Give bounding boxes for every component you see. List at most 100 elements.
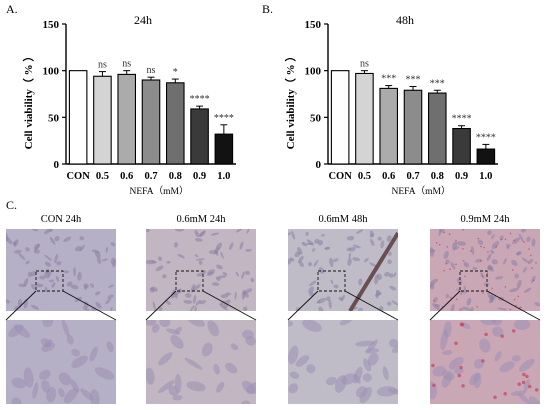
- cell-nucleus: [27, 271, 33, 278]
- lipid-droplet: [432, 383, 436, 388]
- cell-nucleus: [392, 343, 398, 353]
- cell-nucleus: [359, 386, 373, 404]
- cell-nucleus: [332, 258, 339, 262]
- cell-nucleus: [146, 229, 150, 233]
- cell-nucleus: [328, 299, 332, 309]
- cell-nucleus: [173, 242, 179, 248]
- cell-nucleus: [330, 279, 334, 285]
- lipid-droplet: [459, 365, 463, 370]
- lipid-droplet: [446, 246, 449, 248]
- lipid-droplet: [448, 233, 451, 235]
- x-tick-label: 0.6: [120, 171, 133, 182]
- cell-nucleus: [516, 279, 522, 289]
- cell-nucleus: [39, 275, 46, 280]
- cell-nucleus: [317, 297, 327, 304]
- cell-nucleus: [90, 283, 95, 288]
- cell-nucleus: [506, 243, 510, 250]
- cell-nucleus: [364, 348, 380, 354]
- cell-nucleus: [201, 342, 213, 357]
- lipid-droplet: [441, 306, 444, 308]
- lipid-droplet: [431, 363, 435, 368]
- cell-nucleus: [527, 258, 534, 265]
- cell-nucleus: [512, 237, 521, 245]
- cell-nucleus: [515, 251, 522, 256]
- lipid-droplet: [486, 272, 489, 275]
- cell-nucleus: [32, 382, 39, 399]
- cell-nucleus: [71, 348, 80, 357]
- cell-nucleus: [291, 230, 296, 240]
- cell-nucleus: [382, 366, 389, 381]
- cell-nucleus: [494, 351, 502, 362]
- cell-nucleus: [25, 247, 30, 252]
- y-tick-label: 100: [305, 66, 322, 78]
- cell-nucleus: [185, 293, 192, 298]
- cell-nucleus: [430, 278, 438, 285]
- cell-nucleus: [183, 299, 193, 304]
- cell-nucleus: [340, 294, 346, 302]
- cell-nucleus: [186, 381, 206, 392]
- zoom-region-box: [459, 270, 488, 292]
- cell-nucleus: [386, 235, 392, 242]
- zoom-region-box: [175, 270, 204, 292]
- cell-nucleus: [430, 247, 435, 257]
- cell-nucleus: [301, 241, 308, 247]
- lipid-droplet: [535, 261, 537, 264]
- cell-nucleus: [187, 320, 206, 327]
- bar: [117, 73, 137, 165]
- cell-nucleus: [377, 236, 382, 241]
- x-tick-label: 0.9: [193, 171, 206, 182]
- x-tick-label: 1.0: [217, 171, 230, 182]
- cell-nucleus: [190, 283, 196, 293]
- panel-label-b: B.: [262, 2, 274, 16]
- cell-nucleus: [63, 270, 70, 274]
- y-tick-label: 0: [316, 159, 322, 171]
- lipid-droplet: [487, 251, 489, 253]
- cell-nucleus: [295, 355, 310, 367]
- cell-nucleus: [58, 387, 65, 398]
- cell-nucleus: [159, 320, 171, 328]
- lipid-droplet: [500, 238, 503, 241]
- cell-nucleus: [367, 353, 379, 366]
- x-tick-label: 0.7: [144, 171, 157, 182]
- lipid-droplet: [521, 380, 526, 385]
- micrograph-caption: 0.9mM 24h: [460, 214, 510, 225]
- cell-nucleus: [320, 234, 326, 237]
- lipid-droplet: [481, 359, 485, 363]
- cell-nucleus: [41, 379, 51, 393]
- cell-nucleus: [101, 258, 109, 262]
- cell-nucleus: [194, 254, 199, 258]
- lipid-droplet: [454, 341, 458, 346]
- cell-nucleus: [374, 274, 379, 285]
- cell-nucleus: [210, 232, 220, 236]
- lipid-droplet: [512, 329, 516, 333]
- cell-nucleus: [225, 362, 238, 374]
- lipid-droplet: [477, 237, 480, 240]
- lipid-droplet: [455, 298, 458, 301]
- cell-nucleus: [513, 320, 531, 330]
- lipid-droplet: [513, 298, 516, 301]
- lipid-droplet: [509, 232, 512, 235]
- cell-nucleus: [49, 279, 54, 283]
- cell-nucleus: [469, 372, 480, 386]
- micrograph-zoom: [430, 320, 540, 404]
- lipid-droplet: [460, 293, 463, 295]
- micrograph-overview: [288, 229, 398, 311]
- cell-nucleus: [18, 253, 26, 260]
- x-axis-label: NEFA（mM）: [392, 185, 451, 197]
- cell-nucleus: [514, 273, 519, 279]
- cell-nucleus: [71, 355, 88, 369]
- x-tick-label: 1.0: [479, 171, 492, 182]
- cell-nucleus: [207, 320, 220, 337]
- lipid-droplet: [522, 372, 526, 377]
- cell-nucleus: [239, 241, 244, 250]
- micrograph-overview: [146, 229, 256, 311]
- cell-nucleus: [18, 283, 27, 288]
- cell-nucleus: [355, 340, 376, 347]
- cell-nucleus: [58, 372, 72, 386]
- cell-nucleus: [13, 249, 22, 254]
- micrograph-caption: 0.6mM 48h: [318, 214, 368, 225]
- cell-nucleus: [38, 369, 51, 380]
- cell-nucleus: [11, 397, 22, 404]
- tissue-background: [6, 229, 116, 311]
- bar: [452, 127, 471, 165]
